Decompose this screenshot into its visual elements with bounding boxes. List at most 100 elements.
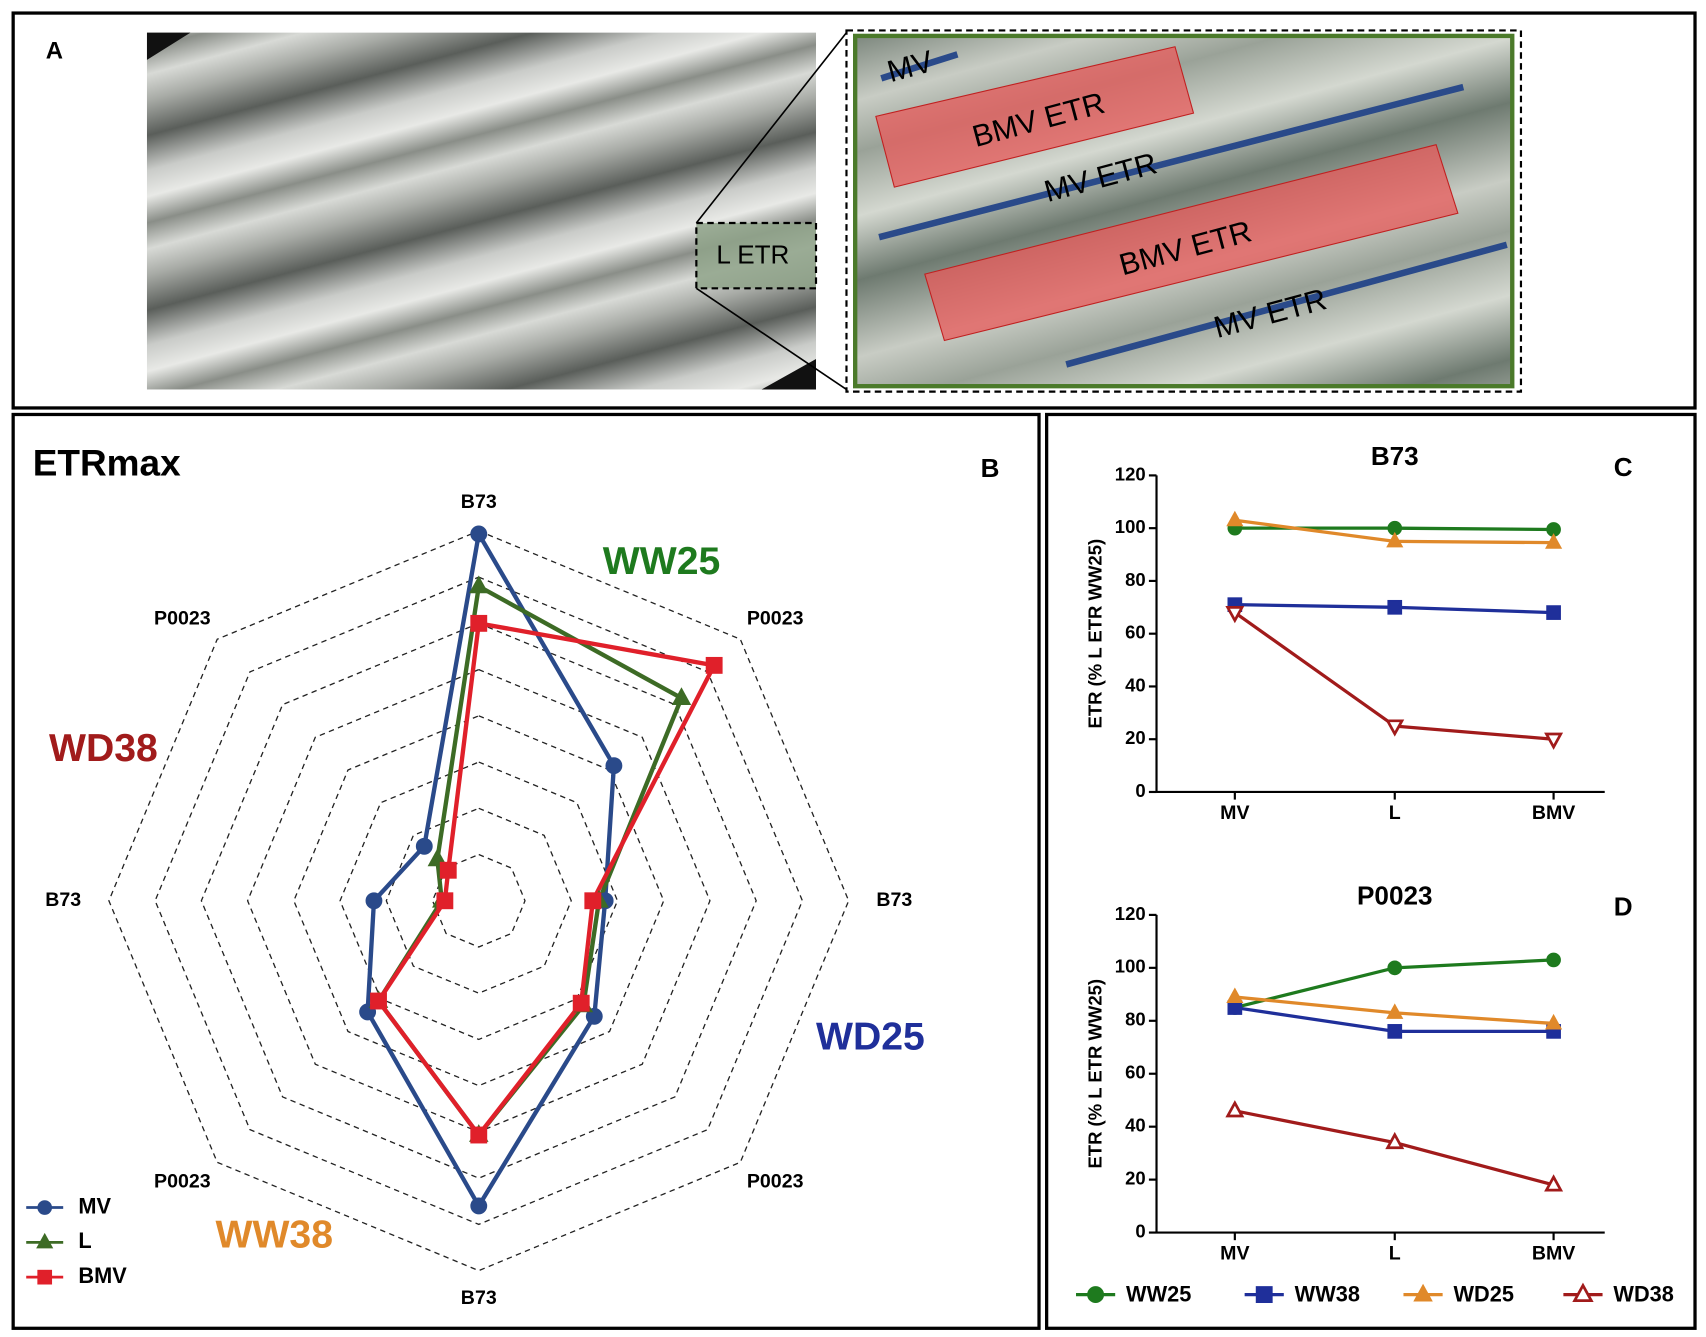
- y-tick-label: 120: [1115, 463, 1146, 484]
- chart-title: P0023: [1357, 880, 1432, 910]
- y-tick-label: 80: [1125, 569, 1146, 590]
- group-label: WD38: [49, 727, 158, 770]
- marker: [1544, 1174, 1564, 1192]
- axis-label: P0023: [747, 607, 804, 629]
- marker: [572, 994, 590, 1012]
- ring: [108, 530, 850, 1272]
- ring: [154, 576, 804, 1226]
- marker: [37, 1200, 53, 1215]
- marker: [470, 525, 488, 543]
- panel-a-frame: [11, 11, 1697, 410]
- marker: [427, 848, 448, 867]
- marker: [1387, 1024, 1403, 1039]
- marker: [1226, 510, 1244, 527]
- panel-label: A: [46, 38, 63, 65]
- marker: [1225, 1100, 1245, 1118]
- chart-title: ETRmax: [33, 442, 181, 483]
- ring: [385, 807, 572, 994]
- y-tick-label: 80: [1125, 1009, 1146, 1030]
- group-label: WD25: [816, 1015, 925, 1058]
- marker: [370, 992, 387, 1010]
- inset-label: L ETR: [716, 240, 789, 270]
- marker: [1385, 1131, 1405, 1150]
- marker: [1545, 533, 1563, 549]
- axis-label: P0023: [747, 1170, 804, 1192]
- radar-line: [365, 527, 617, 1211]
- marker: [1255, 1286, 1273, 1304]
- marker: [415, 837, 433, 855]
- marker: [1546, 952, 1561, 968]
- chart-title: B73: [1371, 441, 1419, 471]
- legend-label: WW38: [1295, 1281, 1360, 1306]
- marker: [605, 757, 623, 775]
- panel-label: D: [1614, 891, 1633, 921]
- axis-label: P0023: [154, 607, 211, 629]
- panel-label: C: [1614, 452, 1633, 482]
- x-tick-label: BMV: [1532, 802, 1576, 824]
- axis-label: B73: [461, 491, 497, 513]
- zoom-line: [695, 287, 847, 391]
- y-axis-label: ETR (% L ETR WW25): [1085, 539, 1106, 729]
- marker: [470, 1126, 488, 1144]
- marker: [1545, 1013, 1563, 1030]
- legend-label: WW25: [1126, 1281, 1191, 1306]
- region-box: [875, 46, 1195, 188]
- y-tick-label: 100: [1115, 516, 1146, 537]
- marker: [1386, 531, 1404, 548]
- group-label: WW38: [216, 1213, 333, 1256]
- marker: [439, 861, 457, 879]
- vein-line: [880, 51, 959, 82]
- axis-label: B73: [461, 1287, 497, 1309]
- marker: [1413, 1283, 1433, 1302]
- ring: [246, 668, 711, 1133]
- marker: [365, 892, 383, 910]
- y-tick-label: 40: [1125, 1115, 1146, 1136]
- x-tick-label: L: [1389, 1242, 1401, 1264]
- marker: [1226, 987, 1244, 1004]
- marker: [671, 687, 692, 705]
- marker: [1385, 719, 1405, 737]
- ring: [200, 622, 757, 1179]
- y-tick-label: 20: [1125, 727, 1146, 748]
- marker: [1546, 605, 1561, 620]
- y-tick-label: 20: [1125, 1168, 1146, 1189]
- vein-line: [1065, 241, 1508, 368]
- marker: [585, 1007, 603, 1025]
- marker: [1087, 1286, 1105, 1304]
- x-tick-label: MV: [1220, 802, 1249, 824]
- zoom-frame: [845, 29, 1523, 393]
- vein-line: [878, 83, 1465, 241]
- marker: [1225, 606, 1245, 624]
- marker: [436, 892, 454, 910]
- axis-label: B73: [45, 889, 81, 911]
- panel-b-frame: [11, 412, 1041, 1330]
- marker: [1386, 1003, 1404, 1019]
- x-tick-label: BMV: [1532, 1242, 1576, 1264]
- y-tick-label: 0: [1135, 780, 1145, 801]
- radar-line: [375, 582, 685, 1139]
- legend-label: MV: [78, 1193, 111, 1218]
- marker: [470, 1197, 488, 1215]
- x-tick-label: MV: [1220, 1242, 1249, 1264]
- marker: [470, 614, 488, 632]
- legend-label: L: [78, 1228, 91, 1253]
- y-tick-label: 0: [1135, 1220, 1145, 1241]
- marker: [1387, 599, 1403, 615]
- group-label: WW25: [603, 540, 720, 583]
- zoom-line: [695, 32, 848, 224]
- axis-label: B73: [876, 889, 912, 911]
- y-axis-label: ETR (% L ETR WW25): [1085, 979, 1106, 1169]
- marker: [1544, 732, 1564, 750]
- y-tick-label: 40: [1125, 674, 1146, 695]
- region-box: [924, 144, 1459, 342]
- marker: [705, 656, 723, 674]
- inset-box: [695, 221, 818, 290]
- marker: [1572, 1282, 1594, 1303]
- marker: [584, 892, 602, 910]
- axis-label: P0023: [154, 1170, 211, 1192]
- ring: [339, 761, 619, 1041]
- legend-label: BMV: [78, 1263, 127, 1288]
- ring: [293, 715, 665, 1087]
- y-tick-label: 60: [1125, 1062, 1146, 1083]
